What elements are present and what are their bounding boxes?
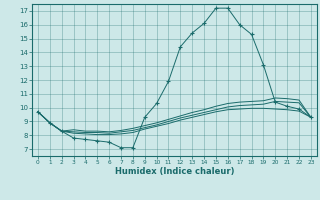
X-axis label: Humidex (Indice chaleur): Humidex (Indice chaleur) [115, 167, 234, 176]
